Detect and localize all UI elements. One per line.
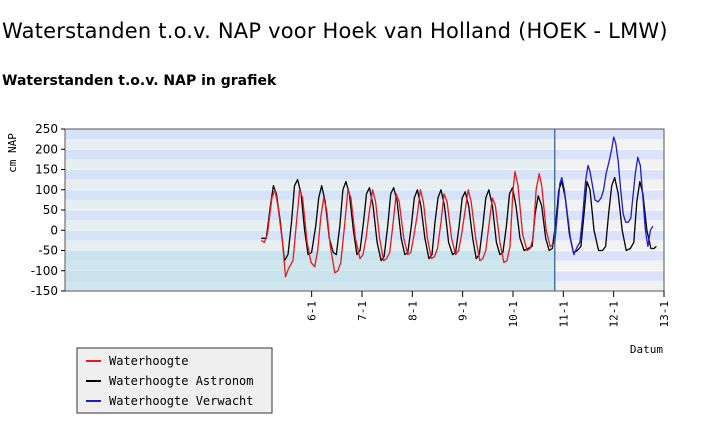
y-tick-label: -50 xyxy=(38,244,58,258)
background-band xyxy=(65,139,664,150)
x-tick-label: 12-1 xyxy=(608,301,621,328)
historical-range-fill xyxy=(65,250,555,291)
background-band xyxy=(65,149,664,160)
x-tick-label: 10-1 xyxy=(507,301,520,328)
section-title: Waterstanden t.o.v. NAP in grafiek xyxy=(2,73,277,89)
x-tick-label: 9-1 xyxy=(457,301,470,321)
x-tick-label: 6-1 xyxy=(306,301,319,321)
y-tick-label: 50 xyxy=(43,203,58,217)
legend-box xyxy=(76,347,273,414)
y-tick-label: 0 xyxy=(50,223,58,237)
background-band xyxy=(65,220,664,231)
y-tick-label: 150 xyxy=(35,163,58,177)
y-axis: 250 200 150 100 50 0 -50 -100 -150 xyxy=(31,122,65,298)
x-axis-label: Datum xyxy=(630,343,663,356)
background-band xyxy=(65,230,664,241)
x-tick-label: 13-1 xyxy=(658,301,671,328)
background-band xyxy=(65,179,664,190)
y-tick-label: 250 xyxy=(35,122,58,136)
background-band xyxy=(65,129,664,140)
background-band xyxy=(65,199,664,210)
legend-entry: Waterhoogte Verwacht xyxy=(109,394,254,408)
historical-wash xyxy=(65,129,555,251)
y-axis-label: cm NAP xyxy=(6,133,19,173)
x-tick-label: 8-1 xyxy=(406,301,419,321)
legend-entry: Waterhoogte xyxy=(109,354,188,368)
chart-series xyxy=(260,136,657,278)
series-line-waterhoogte xyxy=(260,170,556,278)
x-tick-label: 11-1 xyxy=(557,301,570,328)
y-tick-label: -150 xyxy=(31,284,58,298)
background-band xyxy=(65,189,664,200)
y-tick-label: -100 xyxy=(31,264,58,278)
x-tick-label: 7-1 xyxy=(356,301,369,321)
page-title: Waterstanden t.o.v. NAP voor Hoek van Ho… xyxy=(2,19,668,43)
series-line-waterhoogte-verwacht xyxy=(554,136,654,256)
legend: Waterhoogte Waterhoogte Astronom Waterhoog… xyxy=(76,347,273,414)
background-band xyxy=(65,159,664,170)
y-tick-label: 100 xyxy=(35,183,58,197)
background-band xyxy=(65,169,664,180)
legend-entry: Waterhoogte Astronom xyxy=(109,374,254,388)
x-axis: 6-1 7-1 8-1 9-1 10-1 11-1 12-1 13-1 xyxy=(306,291,671,328)
y-tick-label: 200 xyxy=(35,142,58,156)
